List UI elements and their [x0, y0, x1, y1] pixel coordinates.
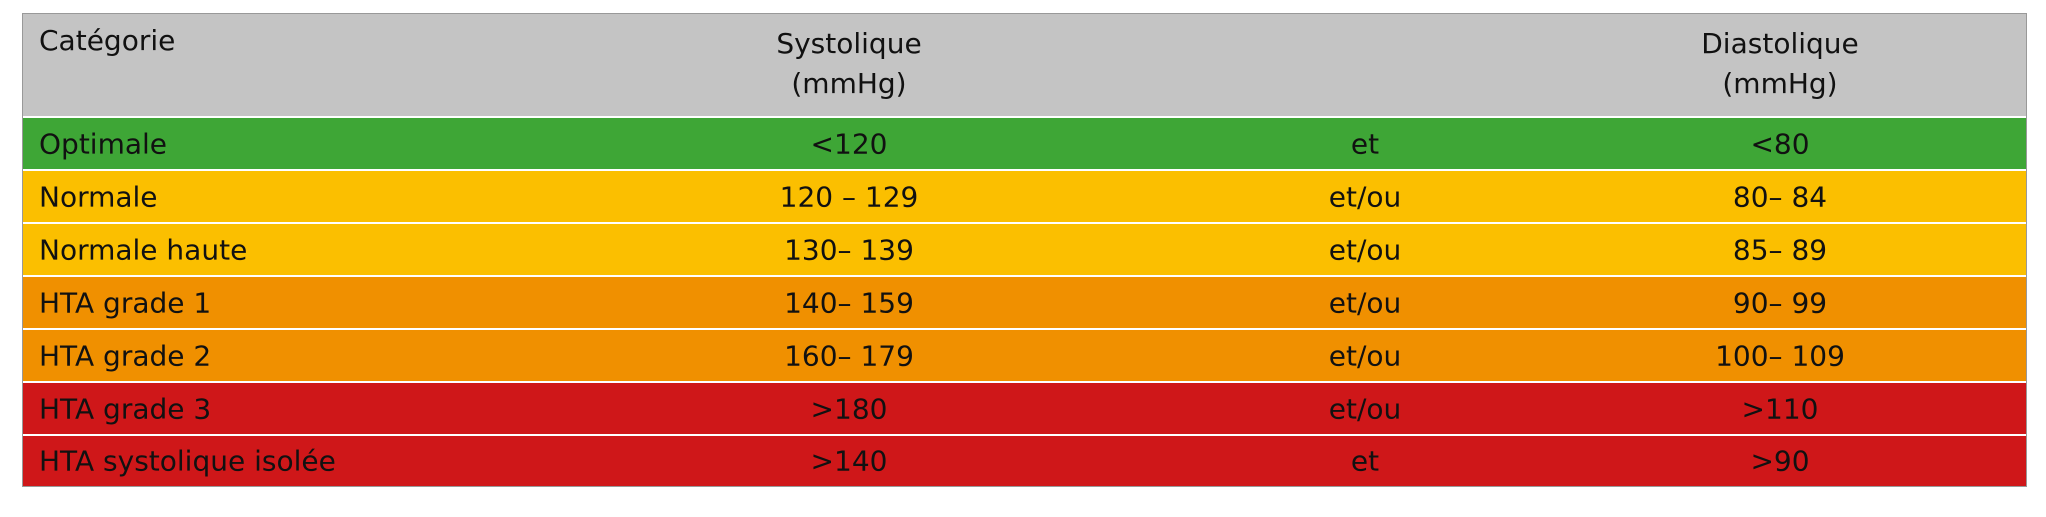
- table-cell: et/ou: [1328, 180, 1402, 213]
- table-cell: et/ou: [1328, 233, 1402, 266]
- header-category: Catégorie: [39, 24, 176, 57]
- table-cell: 90– 99: [1732, 286, 1828, 319]
- header-diastolic: Diastolique (mmHg): [1701, 24, 1859, 104]
- table-cell: et: [1350, 127, 1380, 160]
- table-cell: HTA systolique isolée: [39, 444, 336, 478]
- table-cell: 85– 89: [1732, 233, 1828, 266]
- table-cell: et/ou: [1328, 392, 1402, 425]
- header-line: (mmHg): [791, 67, 907, 100]
- table-cell: 130– 139: [784, 233, 914, 266]
- table-cell: >90: [1750, 444, 1810, 478]
- table-row: HTA systolique isolée >140 et >90: [23, 434, 2026, 486]
- header-systolic: Systolique (mmHg): [776, 24, 921, 104]
- header-line: Diastolique: [1701, 27, 1859, 60]
- header-line: (mmHg): [1722, 67, 1838, 100]
- table-row: HTA grade 1 140– 159 et/ou 90– 99: [23, 275, 2026, 328]
- table-cell: Normale: [39, 180, 158, 213]
- table-row: Normale haute 130– 139 et/ou 85– 89: [23, 222, 2026, 275]
- table-cell: 160– 179: [784, 339, 914, 372]
- table-cell: <120: [810, 127, 888, 160]
- table-cell: et/ou: [1328, 339, 1402, 372]
- table-cell: >110: [1741, 392, 1819, 425]
- table-row: Normale 120 – 129 et/ou 80– 84: [23, 169, 2026, 222]
- table-cell: 80– 84: [1732, 180, 1828, 213]
- table-cell: 120 – 129: [779, 180, 919, 213]
- table-cell: 140– 159: [784, 286, 914, 319]
- table-cell: 100– 109: [1715, 339, 1845, 372]
- table-cell: HTA grade 3: [39, 392, 212, 425]
- header-line: Systolique: [776, 27, 922, 60]
- table-row: HTA grade 3 >180 et/ou >110: [23, 381, 2026, 434]
- table-cell: HTA grade 1: [39, 286, 212, 319]
- table-cell: HTA grade 2: [39, 339, 212, 372]
- table-cell: >180: [810, 392, 888, 425]
- bp-table: Catégorie Systolique (mmHg) Diastolique …: [22, 13, 2027, 487]
- table-cell: <80: [1750, 127, 1810, 160]
- table-cell: et: [1350, 444, 1380, 478]
- table-cell: >140: [810, 444, 888, 478]
- table-cell: et/ou: [1328, 286, 1402, 319]
- table-cell: Optimale: [39, 127, 168, 160]
- header-row: Catégorie Systolique (mmHg) Diastolique …: [23, 14, 2026, 117]
- table-row: HTA grade 2 160– 179 et/ou 100– 109: [23, 328, 2026, 381]
- table-cell: Normale haute: [39, 233, 248, 266]
- table-row: Optimale <120 et <80: [23, 116, 2026, 169]
